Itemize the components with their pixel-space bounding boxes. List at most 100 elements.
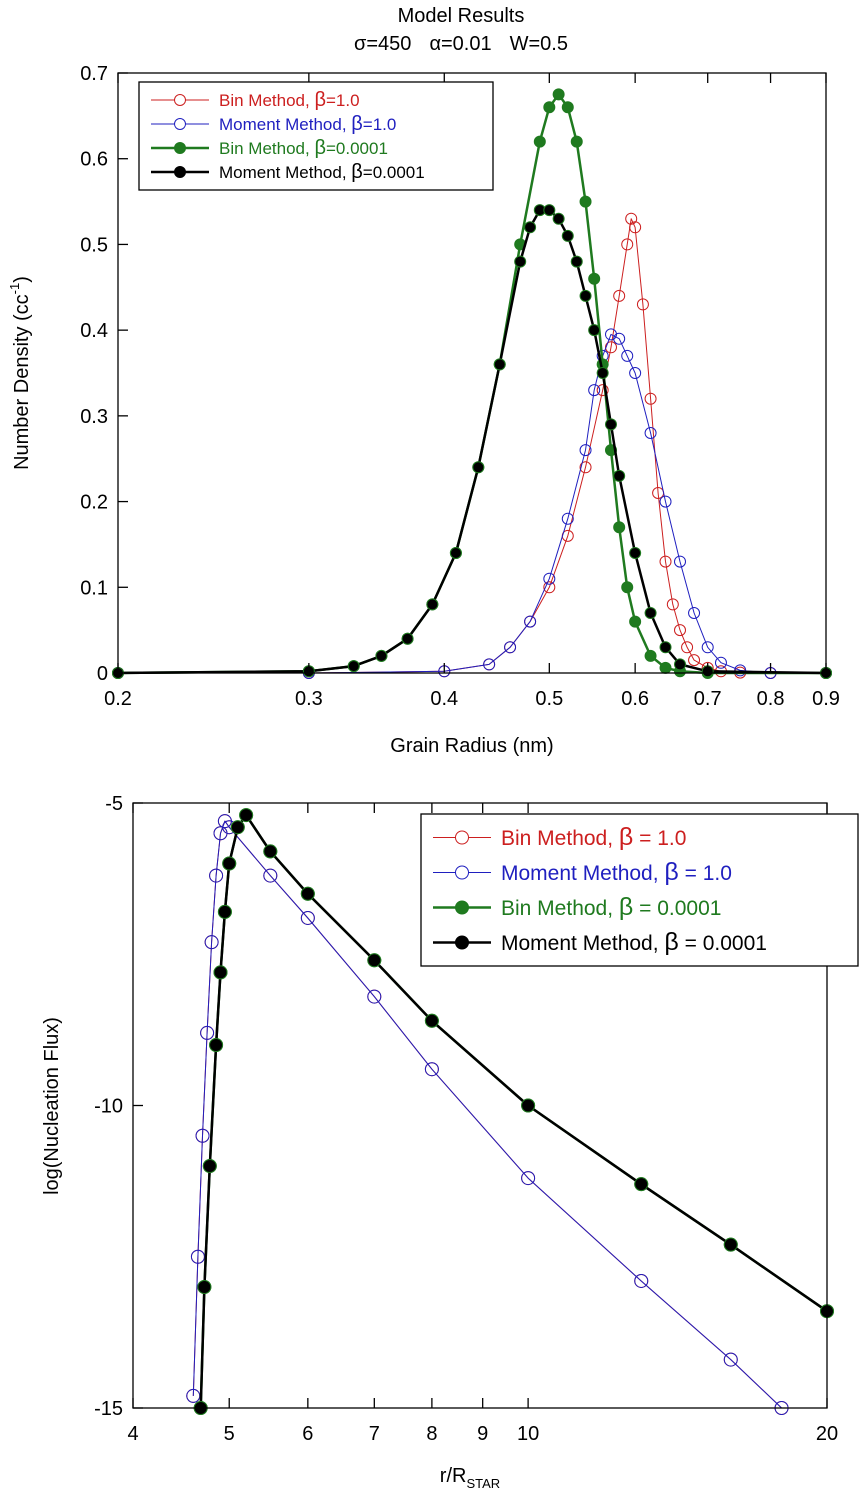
legend-label-value: =1.0 [326, 91, 360, 110]
bottom-y-tick-label: -15 [94, 1398, 123, 1420]
bottom-x-tick-label: 7 [369, 1423, 380, 1445]
top-y-axis-label-main: Number Density (cc [11, 294, 33, 470]
top-series-1-line [118, 333, 826, 674]
nucleation-flux-chart: -15 -10 -5 4 5 6 7 8 9 10 20 r/RSTAR log(Nucleatio… [41, 793, 859, 1491]
bottom-x-axis-label-main: r/R [440, 1465, 467, 1487]
figure-title: Model Results [398, 5, 525, 27]
legend-label-text: Bin Method, [501, 827, 619, 850]
top-series-3-point [472, 461, 485, 474]
legend-label-text: Moment Method, [501, 862, 664, 885]
legend-label-text: Moment Method, [219, 115, 351, 134]
top-series-3-point [561, 229, 574, 242]
top-x-tick-label: 0.4 [430, 688, 458, 710]
top-series-3-point [552, 212, 565, 225]
bottom-series-3-point [367, 953, 382, 968]
top-series-1-point [579, 444, 592, 457]
top-series-1-point [674, 555, 687, 568]
bottom-series-1-point [263, 868, 278, 883]
top-series-2-point [621, 581, 634, 594]
legend-label-text: Bin Method, [219, 91, 314, 110]
top-series-3-point [596, 367, 609, 379]
grain-size-distribution-chart: 0 0.1 0.2 0.3 0.4 0.5 0.6 0.7 0.2 0.3 0.4 0.5 0.6 0.7… [7, 63, 840, 757]
top-series-0-point [674, 624, 687, 637]
top-series-1-point [613, 332, 626, 345]
bottom-series-1-point [195, 1128, 210, 1143]
top-y-tick-label: 0.2 [80, 492, 108, 514]
top-series-3-line [117, 208, 827, 675]
top-series-0-point [543, 581, 556, 594]
w-value: W=0.5 [510, 33, 568, 55]
bottom-series-3-point [217, 904, 232, 919]
top-y-tick-label: 0.6 [80, 149, 108, 171]
bottom-x-tick-label: 10 [517, 1423, 539, 1445]
top-series-layer [112, 88, 832, 679]
top-x-tick-label: 0.7 [694, 688, 722, 710]
legend-label-value: =0.0001 [326, 139, 388, 158]
figure-subtitle: σ=450 α=0.01 W=0.5 [354, 33, 568, 55]
top-series-2-point [579, 195, 592, 208]
top-series-1-point [561, 512, 574, 525]
bottom-series-1-point [723, 1352, 738, 1367]
bottom-series-3-point [230, 820, 245, 835]
top-plot-frame [117, 72, 827, 674]
bottom-x-tick-label: 6 [302, 1423, 313, 1445]
top-series-2-point [613, 521, 626, 534]
top-series-1-point [629, 367, 642, 379]
top-legend-label: Bin Method, β=0.0001 [219, 137, 388, 159]
bottom-series-1-point [186, 1388, 201, 1403]
bottom-series-3-point [202, 1159, 217, 1173]
bottom-series-3-point [209, 1038, 224, 1052]
top-series-1-point [734, 664, 747, 677]
legend-label-beta: β [314, 137, 326, 159]
top-y-tick-label: 0.4 [80, 320, 108, 342]
top-y-tick-label: 0.3 [80, 406, 108, 428]
bottom-series-1-point [521, 1171, 536, 1186]
top-series-2-point [644, 649, 657, 662]
bottom-legend-swatch-marker [455, 900, 469, 915]
top-series-0-point [636, 298, 649, 311]
bottom-series-layer [186, 808, 834, 1415]
legend-label-text: Moment Method, [501, 932, 664, 955]
top-series-3-point [375, 649, 388, 662]
top-series-2-point [570, 135, 583, 148]
legend-label-text: Moment Method, [219, 163, 351, 182]
top-series-0-point [681, 641, 694, 654]
bottom-series-3-point [239, 808, 254, 823]
legend-label-value: = 1.0 [633, 827, 686, 850]
top-legend-label: Bin Method, β=1.0 [219, 89, 360, 111]
legend-label-text: Bin Method, [501, 897, 619, 920]
top-series-3-point [659, 641, 672, 654]
legend-label-value: =1.0 [363, 115, 397, 134]
bottom-series-1-point [424, 1062, 439, 1077]
bottom-x-tick-label: 8 [426, 1423, 437, 1445]
legend-label-value: = 0.0001 [633, 897, 721, 920]
bottom-series-1-point [634, 1273, 649, 1288]
alpha-symbol: α [429, 33, 441, 55]
bottom-series-3-point [521, 1098, 536, 1113]
top-legend-swatch-marker [174, 166, 186, 178]
bottom-x-tick-label: 4 [127, 1423, 138, 1445]
top-y-axis-label-close: ) [11, 276, 33, 283]
bottom-series-3-point [424, 1013, 439, 1028]
bottom-y-tick-label: -5 [105, 793, 123, 815]
top-series-0-point [666, 598, 679, 611]
top-series-3-point [588, 324, 601, 337]
top-series-1-point [659, 495, 672, 508]
top-series-3-point [570, 255, 583, 268]
top-series-1-point [504, 641, 517, 654]
top-series-3-point [426, 598, 439, 611]
bottom-series-1-point [300, 910, 315, 925]
bottom-series-3-point [197, 1280, 212, 1294]
top-x-tick-label: 0.5 [535, 688, 563, 710]
top-series-3-point [644, 607, 657, 619]
top-legend: Bin Method, β=1.0 Moment Method, β =1.0 Bin… [138, 81, 494, 191]
top-series-0-point [644, 392, 657, 405]
top-series-1-point [524, 615, 537, 628]
top-y-tick-label: 0.1 [80, 577, 108, 599]
bottom-series-3-point [634, 1177, 649, 1192]
top-series-1-point [621, 349, 634, 362]
top-series-3-point [674, 658, 687, 671]
legend-label-beta: β [664, 928, 678, 956]
